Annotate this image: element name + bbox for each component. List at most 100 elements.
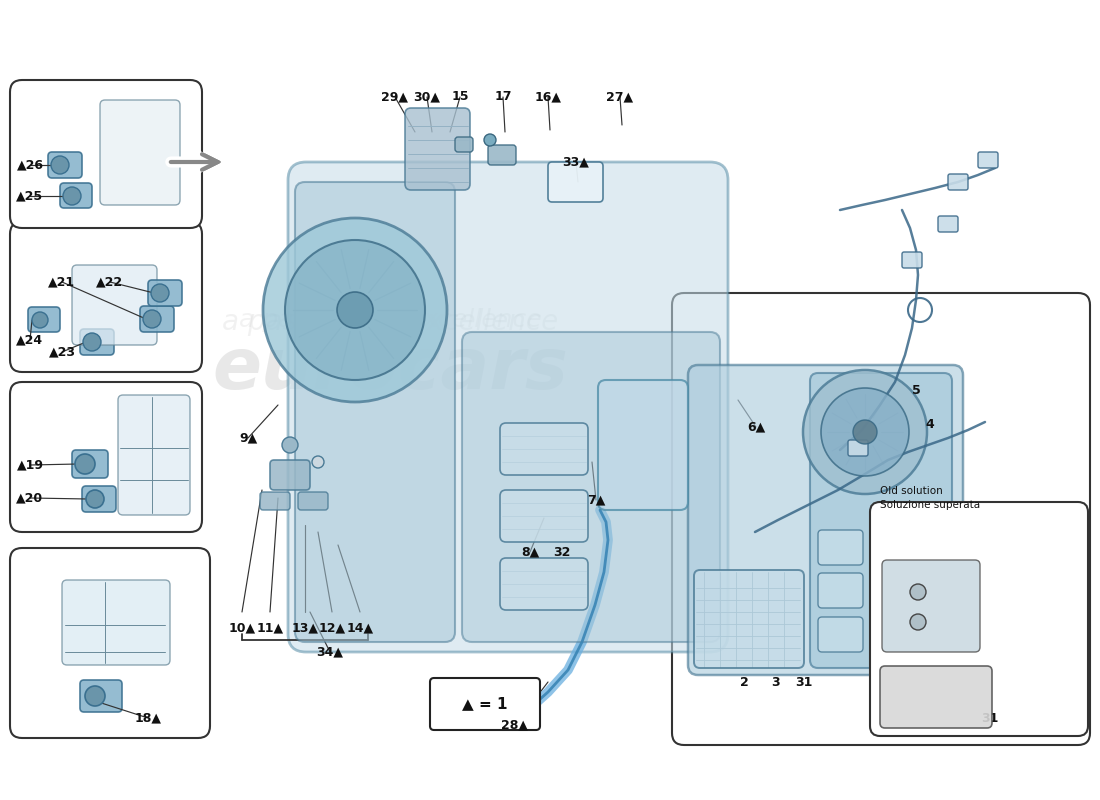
FancyBboxPatch shape — [28, 307, 60, 332]
Text: 29▲: 29▲ — [382, 90, 408, 103]
FancyBboxPatch shape — [48, 152, 82, 178]
FancyBboxPatch shape — [548, 162, 603, 202]
Text: 11▲: 11▲ — [256, 622, 284, 634]
Text: Old solution: Old solution — [880, 486, 943, 496]
Text: ▲25: ▲25 — [16, 190, 44, 202]
FancyBboxPatch shape — [295, 182, 455, 642]
Circle shape — [75, 454, 95, 474]
Text: 10▲: 10▲ — [229, 622, 255, 634]
FancyBboxPatch shape — [140, 306, 174, 332]
Text: 17: 17 — [494, 90, 512, 103]
Text: 3: 3 — [772, 675, 780, 689]
Text: 31: 31 — [795, 675, 813, 689]
FancyBboxPatch shape — [288, 162, 728, 652]
FancyBboxPatch shape — [694, 570, 804, 668]
Text: 34▲: 34▲ — [317, 646, 343, 658]
Circle shape — [32, 312, 48, 328]
Circle shape — [312, 456, 324, 468]
Text: a passion for excellence: a passion for excellence — [222, 308, 558, 336]
Text: 18▲: 18▲ — [134, 711, 162, 725]
FancyBboxPatch shape — [818, 617, 864, 652]
Text: 7▲: 7▲ — [586, 494, 605, 506]
Circle shape — [282, 437, 298, 453]
Circle shape — [910, 614, 926, 630]
FancyBboxPatch shape — [80, 680, 122, 712]
Circle shape — [821, 388, 909, 476]
Text: ▲20: ▲20 — [16, 491, 44, 505]
Circle shape — [803, 370, 927, 494]
Text: 28▲: 28▲ — [502, 718, 528, 731]
FancyBboxPatch shape — [148, 280, 182, 306]
FancyBboxPatch shape — [500, 423, 588, 475]
FancyBboxPatch shape — [818, 573, 864, 608]
Text: 12▲: 12▲ — [318, 622, 345, 634]
Text: eurocars: eurocars — [212, 335, 568, 405]
Circle shape — [910, 584, 926, 600]
Text: 8▲: 8▲ — [521, 546, 539, 558]
Circle shape — [852, 420, 877, 444]
FancyBboxPatch shape — [462, 332, 720, 642]
Text: 15: 15 — [451, 90, 469, 103]
Text: 9▲: 9▲ — [239, 431, 257, 445]
Circle shape — [86, 490, 104, 508]
FancyBboxPatch shape — [870, 502, 1088, 736]
FancyBboxPatch shape — [270, 460, 310, 490]
Text: ▲22: ▲22 — [97, 275, 123, 289]
Circle shape — [82, 333, 101, 351]
FancyBboxPatch shape — [62, 580, 170, 665]
FancyBboxPatch shape — [902, 252, 922, 268]
FancyBboxPatch shape — [938, 216, 958, 232]
Text: 14▲: 14▲ — [346, 622, 374, 634]
Text: 30▲: 30▲ — [414, 90, 440, 103]
Circle shape — [63, 187, 81, 205]
Circle shape — [143, 310, 161, 328]
FancyBboxPatch shape — [60, 183, 92, 208]
Text: ▲ = 1: ▲ = 1 — [462, 697, 508, 711]
Text: 33▲: 33▲ — [562, 155, 590, 169]
Text: ▲24: ▲24 — [16, 334, 44, 346]
Text: Soluzione superata: Soluzione superata — [880, 500, 980, 510]
Text: ▲21: ▲21 — [48, 275, 76, 289]
Text: 2: 2 — [739, 675, 748, 689]
FancyBboxPatch shape — [72, 450, 108, 478]
Circle shape — [51, 156, 69, 174]
Text: 27▲: 27▲ — [606, 90, 634, 103]
Text: 16▲: 16▲ — [535, 90, 561, 103]
Text: ▲23: ▲23 — [48, 346, 76, 358]
Text: a passion for excellence: a passion for excellence — [239, 308, 541, 332]
Text: ▲26: ▲26 — [16, 158, 44, 171]
Text: 4: 4 — [925, 418, 934, 431]
Text: 6▲: 6▲ — [747, 421, 766, 434]
FancyBboxPatch shape — [488, 145, 516, 165]
FancyBboxPatch shape — [10, 548, 210, 738]
Text: 13▲: 13▲ — [292, 622, 319, 634]
FancyBboxPatch shape — [10, 222, 202, 372]
Circle shape — [337, 292, 373, 328]
FancyBboxPatch shape — [500, 490, 588, 542]
Circle shape — [151, 284, 169, 302]
FancyBboxPatch shape — [688, 365, 962, 675]
Circle shape — [484, 134, 496, 146]
FancyBboxPatch shape — [430, 678, 540, 730]
FancyBboxPatch shape — [118, 395, 190, 515]
FancyBboxPatch shape — [810, 373, 952, 668]
FancyBboxPatch shape — [10, 80, 202, 228]
Circle shape — [85, 686, 104, 706]
Text: 32: 32 — [553, 546, 571, 558]
FancyBboxPatch shape — [100, 100, 180, 205]
FancyBboxPatch shape — [880, 666, 992, 728]
FancyBboxPatch shape — [672, 293, 1090, 745]
FancyBboxPatch shape — [80, 329, 114, 355]
FancyBboxPatch shape — [882, 560, 980, 652]
FancyBboxPatch shape — [818, 530, 864, 565]
FancyBboxPatch shape — [978, 152, 998, 168]
Circle shape — [263, 218, 447, 402]
Circle shape — [285, 240, 425, 380]
Text: eurocars: eurocars — [212, 335, 568, 405]
FancyBboxPatch shape — [405, 108, 470, 190]
FancyBboxPatch shape — [72, 265, 157, 345]
Text: ▲19: ▲19 — [16, 458, 44, 471]
FancyBboxPatch shape — [10, 382, 202, 532]
Text: 5: 5 — [912, 383, 921, 397]
FancyBboxPatch shape — [500, 558, 588, 610]
